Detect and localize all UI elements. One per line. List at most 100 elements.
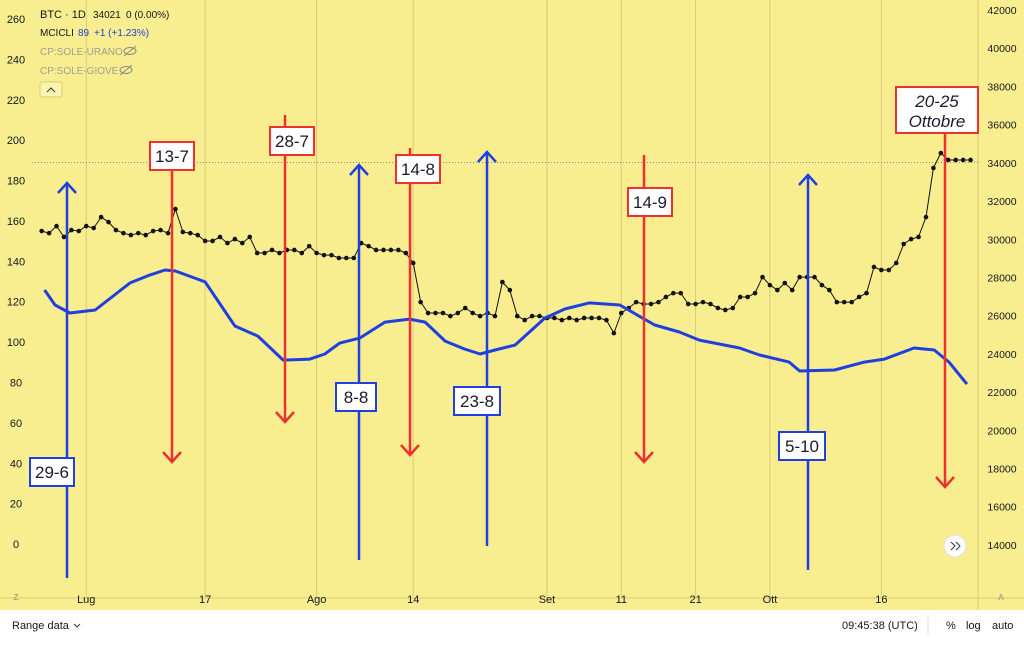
percent-toggle[interactable]: % <box>946 620 956 632</box>
data-point <box>916 234 921 240</box>
annotation-box <box>895 86 979 134</box>
corner-label[interactable]: A <box>998 593 1004 602</box>
indicator-value: 89 <box>78 28 90 39</box>
x-tick-label: 21 <box>689 594 701 606</box>
eye-off-icon[interactable] <box>123 45 137 57</box>
annotation-box <box>778 431 826 461</box>
data-point <box>648 301 654 307</box>
y2-tick-label: 26000 <box>987 311 1016 323</box>
data-point <box>730 305 736 311</box>
data-point <box>700 299 706 305</box>
data-point <box>106 219 111 225</box>
arrow-head <box>57 181 77 194</box>
y2-tick-label: 34000 <box>987 158 1016 170</box>
eye-off-icon[interactable] <box>119 64 133 76</box>
data-point <box>292 247 297 253</box>
annotations: 29-6 13-7 28-7 8-8 14-8 23-8 14-9 5-10 20-25Otto… <box>29 86 979 578</box>
data-point <box>128 232 134 238</box>
data-point <box>841 299 847 305</box>
data-point <box>247 234 253 240</box>
annotation-label: 28-7 <box>275 132 309 151</box>
annotation-box <box>627 187 673 217</box>
data-point <box>671 290 676 296</box>
data-point <box>396 247 401 253</box>
annotation-label: 5-10 <box>785 437 819 456</box>
data-point <box>54 223 59 229</box>
data-point <box>165 230 171 236</box>
data-point <box>566 315 572 321</box>
data-point <box>945 157 951 163</box>
y-tick-label: 140 <box>7 256 25 268</box>
data-point <box>98 214 104 220</box>
annotation-label: 14-9 <box>633 193 667 212</box>
footer-bar <box>0 610 1024 640</box>
data-point <box>737 294 743 300</box>
data-point <box>604 317 609 323</box>
data-point <box>455 310 461 316</box>
data-point <box>329 252 334 258</box>
data-point <box>173 206 178 212</box>
hidden-indicator[interactable]: CP:SOLE-URANO <box>40 47 123 58</box>
auto-toggle[interactable]: auto <box>992 620 1013 632</box>
data-point <box>968 157 973 163</box>
data-point <box>135 230 141 236</box>
scroll-icon <box>950 541 961 551</box>
data-point <box>373 247 379 253</box>
data-point <box>886 267 892 273</box>
y-tick-label: 180 <box>7 176 25 188</box>
data-point <box>418 299 423 305</box>
data-point <box>960 157 966 163</box>
arrow-head <box>275 411 295 424</box>
data-point <box>492 313 498 319</box>
range-button[interactable]: Range data <box>12 620 70 632</box>
data-point <box>262 250 267 256</box>
data-point <box>871 264 877 270</box>
corner-label[interactable]: Z <box>14 593 19 602</box>
data-point <box>656 299 661 305</box>
data-point <box>83 223 89 229</box>
data-point <box>938 150 944 156</box>
arrow-head <box>634 451 654 464</box>
data-point <box>69 227 74 233</box>
annotation-label: Ottobre <box>909 112 966 131</box>
data-point <box>596 315 602 321</box>
data-point <box>529 313 535 319</box>
data-point <box>150 228 156 234</box>
annotation-box <box>29 457 75 487</box>
hidden-indicator[interactable]: CP:SOLE-GIOVE <box>40 66 119 77</box>
data-point <box>299 250 305 256</box>
annotation-label: 13-7 <box>155 147 189 166</box>
data-point <box>433 310 438 316</box>
y2-tick-label: 38000 <box>987 81 1016 93</box>
arrow-head <box>162 451 182 464</box>
data-point <box>559 317 565 323</box>
y-tick-label: 60 <box>10 418 22 430</box>
annotation-box <box>453 386 501 416</box>
data-point <box>180 229 186 235</box>
arrow-head <box>400 444 420 457</box>
collapse-button[interactable] <box>39 81 63 98</box>
y-tick-label: 40 <box>10 458 22 470</box>
data-point <box>269 247 275 253</box>
data-point <box>618 310 624 316</box>
data-point <box>678 290 684 296</box>
y2-tick-label: 30000 <box>987 234 1016 246</box>
y2-tick-label: 24000 <box>987 349 1016 361</box>
data-point <box>931 165 936 171</box>
data-point <box>953 157 959 163</box>
annotation-label: 14-8 <box>401 160 435 179</box>
x-tick-label: 11 <box>616 594 627 606</box>
y2-tick-label: 28000 <box>987 272 1016 284</box>
axes: Lug 17 Ago 14 Set 11 21 Ott 16020406080100120140… <box>7 5 1017 606</box>
x-tick-label: 14 <box>407 594 419 606</box>
x-tick-label: Ago <box>307 594 327 606</box>
log-toggle[interactable]: log <box>966 620 981 632</box>
y-tick-label: 120 <box>7 297 25 309</box>
data-point <box>633 299 639 305</box>
data-point <box>864 290 869 296</box>
data-point <box>715 305 721 311</box>
data-point <box>611 330 617 336</box>
arrow-head <box>349 163 369 176</box>
arrow-head <box>798 173 818 186</box>
x-tick-label: Set <box>539 594 556 606</box>
